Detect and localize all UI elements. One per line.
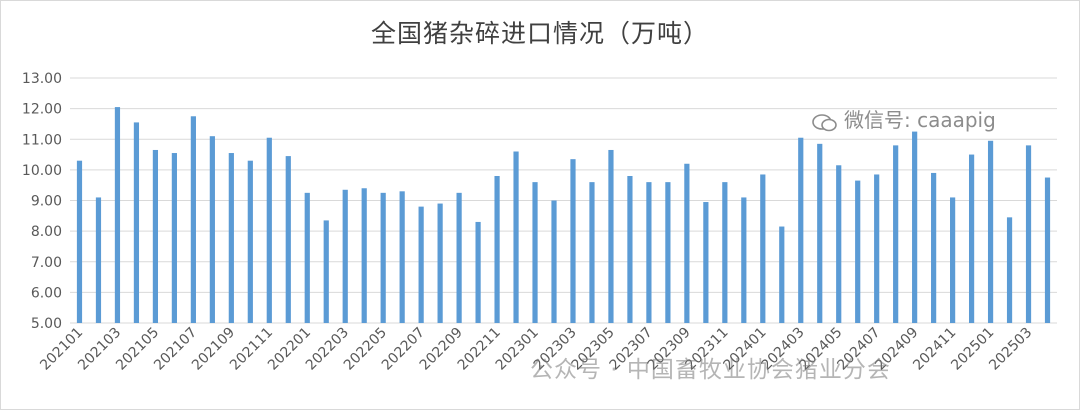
bar-202208 — [437, 203, 443, 323]
bar-202504 — [1044, 177, 1051, 323]
bar-202307 — [646, 182, 652, 324]
bar-202110 — [247, 160, 253, 323]
bar-202405 — [836, 165, 842, 323]
bar-202207 — [418, 206, 424, 323]
bar-202112 — [285, 156, 291, 323]
bar-202310 — [703, 202, 709, 323]
bar-202309 — [684, 163, 690, 323]
y-tick-label: 5.00 — [31, 316, 62, 332]
x-tick-label: 202503 — [986, 325, 1035, 374]
bar-202409 — [912, 131, 918, 323]
bar-202202 — [323, 220, 329, 323]
bar-202211 — [494, 176, 500, 323]
y-tick-label: 11.00 — [22, 132, 62, 148]
bar-202306 — [627, 176, 633, 323]
bar-202201 — [304, 192, 310, 323]
bar-202407 — [874, 174, 880, 323]
bar-202312 — [741, 197, 747, 323]
bar-202305 — [608, 149, 614, 323]
y-tick-label: 10.00 — [22, 163, 62, 179]
wechat-icon — [812, 113, 838, 131]
wechat-id-watermark: 微信号: caaapig — [812, 104, 996, 133]
y-tick-label: 8.00 — [31, 224, 62, 240]
bar-202205 — [380, 192, 386, 323]
bar-202401 — [760, 174, 766, 323]
bar-202111 — [266, 137, 272, 323]
bar-202411 — [950, 197, 956, 323]
y-tick-label: 7.00 — [31, 255, 62, 271]
bar-202304 — [589, 182, 595, 324]
bar-202203 — [342, 189, 348, 323]
bar-202311 — [722, 182, 728, 324]
bar-202308 — [665, 182, 671, 324]
y-tick-label: 13.00 — [22, 71, 62, 87]
bar-202410 — [931, 172, 937, 323]
bar-202206 — [399, 191, 405, 323]
bar-202301 — [532, 182, 538, 324]
bar-202104 — [133, 122, 140, 323]
bar-202412 — [968, 154, 975, 323]
bar-202106 — [171, 153, 177, 323]
bar-202210 — [475, 221, 481, 323]
bar-202303 — [570, 159, 576, 323]
y-tick-label: 9.00 — [31, 194, 62, 210]
bar-202404 — [817, 143, 823, 323]
bar-202503 — [1025, 145, 1032, 323]
bar-202108 — [209, 136, 215, 323]
bar-202105 — [152, 149, 159, 323]
chart-title: 全国猪杂碎进口情况（万吨） — [370, 19, 709, 48]
bar-202109 — [228, 153, 234, 323]
bar-202107 — [190, 116, 196, 323]
account-watermark: 公众号 · 中国畜牧业协会猪业分会 — [530, 357, 891, 383]
bar-202103 — [114, 107, 121, 323]
bar-202209 — [456, 192, 462, 323]
bar-202102 — [95, 197, 102, 323]
bar-202408 — [893, 145, 899, 323]
y-tick-label: 6.00 — [31, 285, 62, 301]
bar-202204 — [361, 188, 367, 323]
bar-202101 — [76, 160, 83, 323]
bar-202406 — [855, 180, 861, 323]
bar-202212 — [513, 151, 519, 323]
wechat-id-text: 微信号: caaapig — [844, 108, 996, 132]
bar-202403 — [798, 137, 804, 323]
bar-202402 — [779, 226, 785, 323]
bar-202501 — [987, 140, 994, 323]
bar-202302 — [551, 200, 557, 323]
y-tick-label: 12.00 — [22, 102, 62, 118]
bar-202502 — [1006, 217, 1013, 323]
